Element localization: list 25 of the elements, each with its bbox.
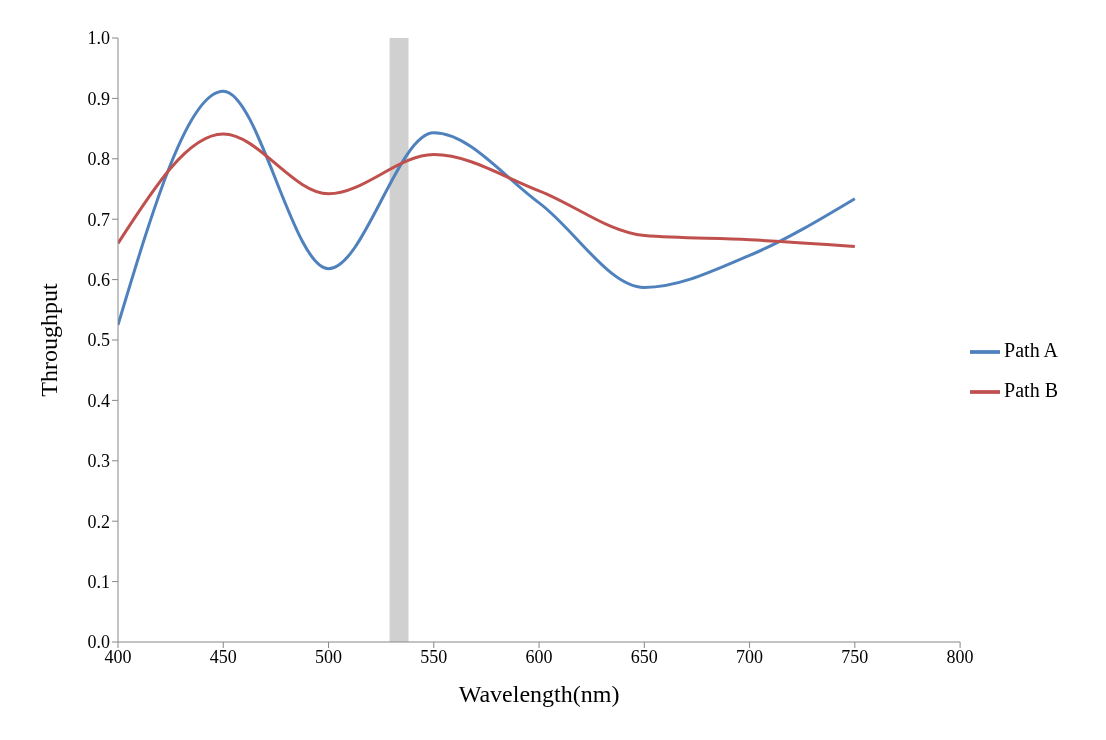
- x-tick-label: 600: [525, 646, 553, 667]
- y-tick-label: 0.7: [87, 209, 110, 230]
- x-tick-label: 700: [736, 646, 764, 667]
- y-axis-title: Throughput: [35, 283, 62, 397]
- x-tick-label: 550: [420, 646, 448, 667]
- line-series: [118, 132, 857, 248]
- y-tick-label: 0.2: [87, 511, 110, 532]
- legend-label: Path B: [1004, 379, 1058, 401]
- y-tick-label: 0.6: [87, 269, 110, 290]
- x-tick-label: 650: [630, 646, 658, 667]
- y-tick-label: 0.5: [87, 330, 110, 351]
- x-axis-title: Wavelength(nm): [458, 681, 620, 707]
- y-tick-label: 1.0: [87, 28, 110, 49]
- y-tick-label: 0.3: [87, 451, 110, 472]
- y-tick-label: 0.9: [87, 88, 110, 109]
- x-tick-label: 800: [946, 646, 974, 667]
- x-tick-label: 500: [315, 646, 343, 667]
- x-tick-label: 750: [841, 646, 869, 667]
- legend-label: Path A: [1004, 339, 1058, 361]
- x-tick-label: 450: [209, 646, 237, 667]
- y-tick-label: 0.1: [87, 571, 110, 592]
- y-tick-label: 0.4: [87, 390, 110, 411]
- y-tick-label: 0.0: [87, 632, 110, 653]
- line-series: [118, 89, 857, 327]
- y-tick-label: 0.8: [87, 149, 110, 170]
